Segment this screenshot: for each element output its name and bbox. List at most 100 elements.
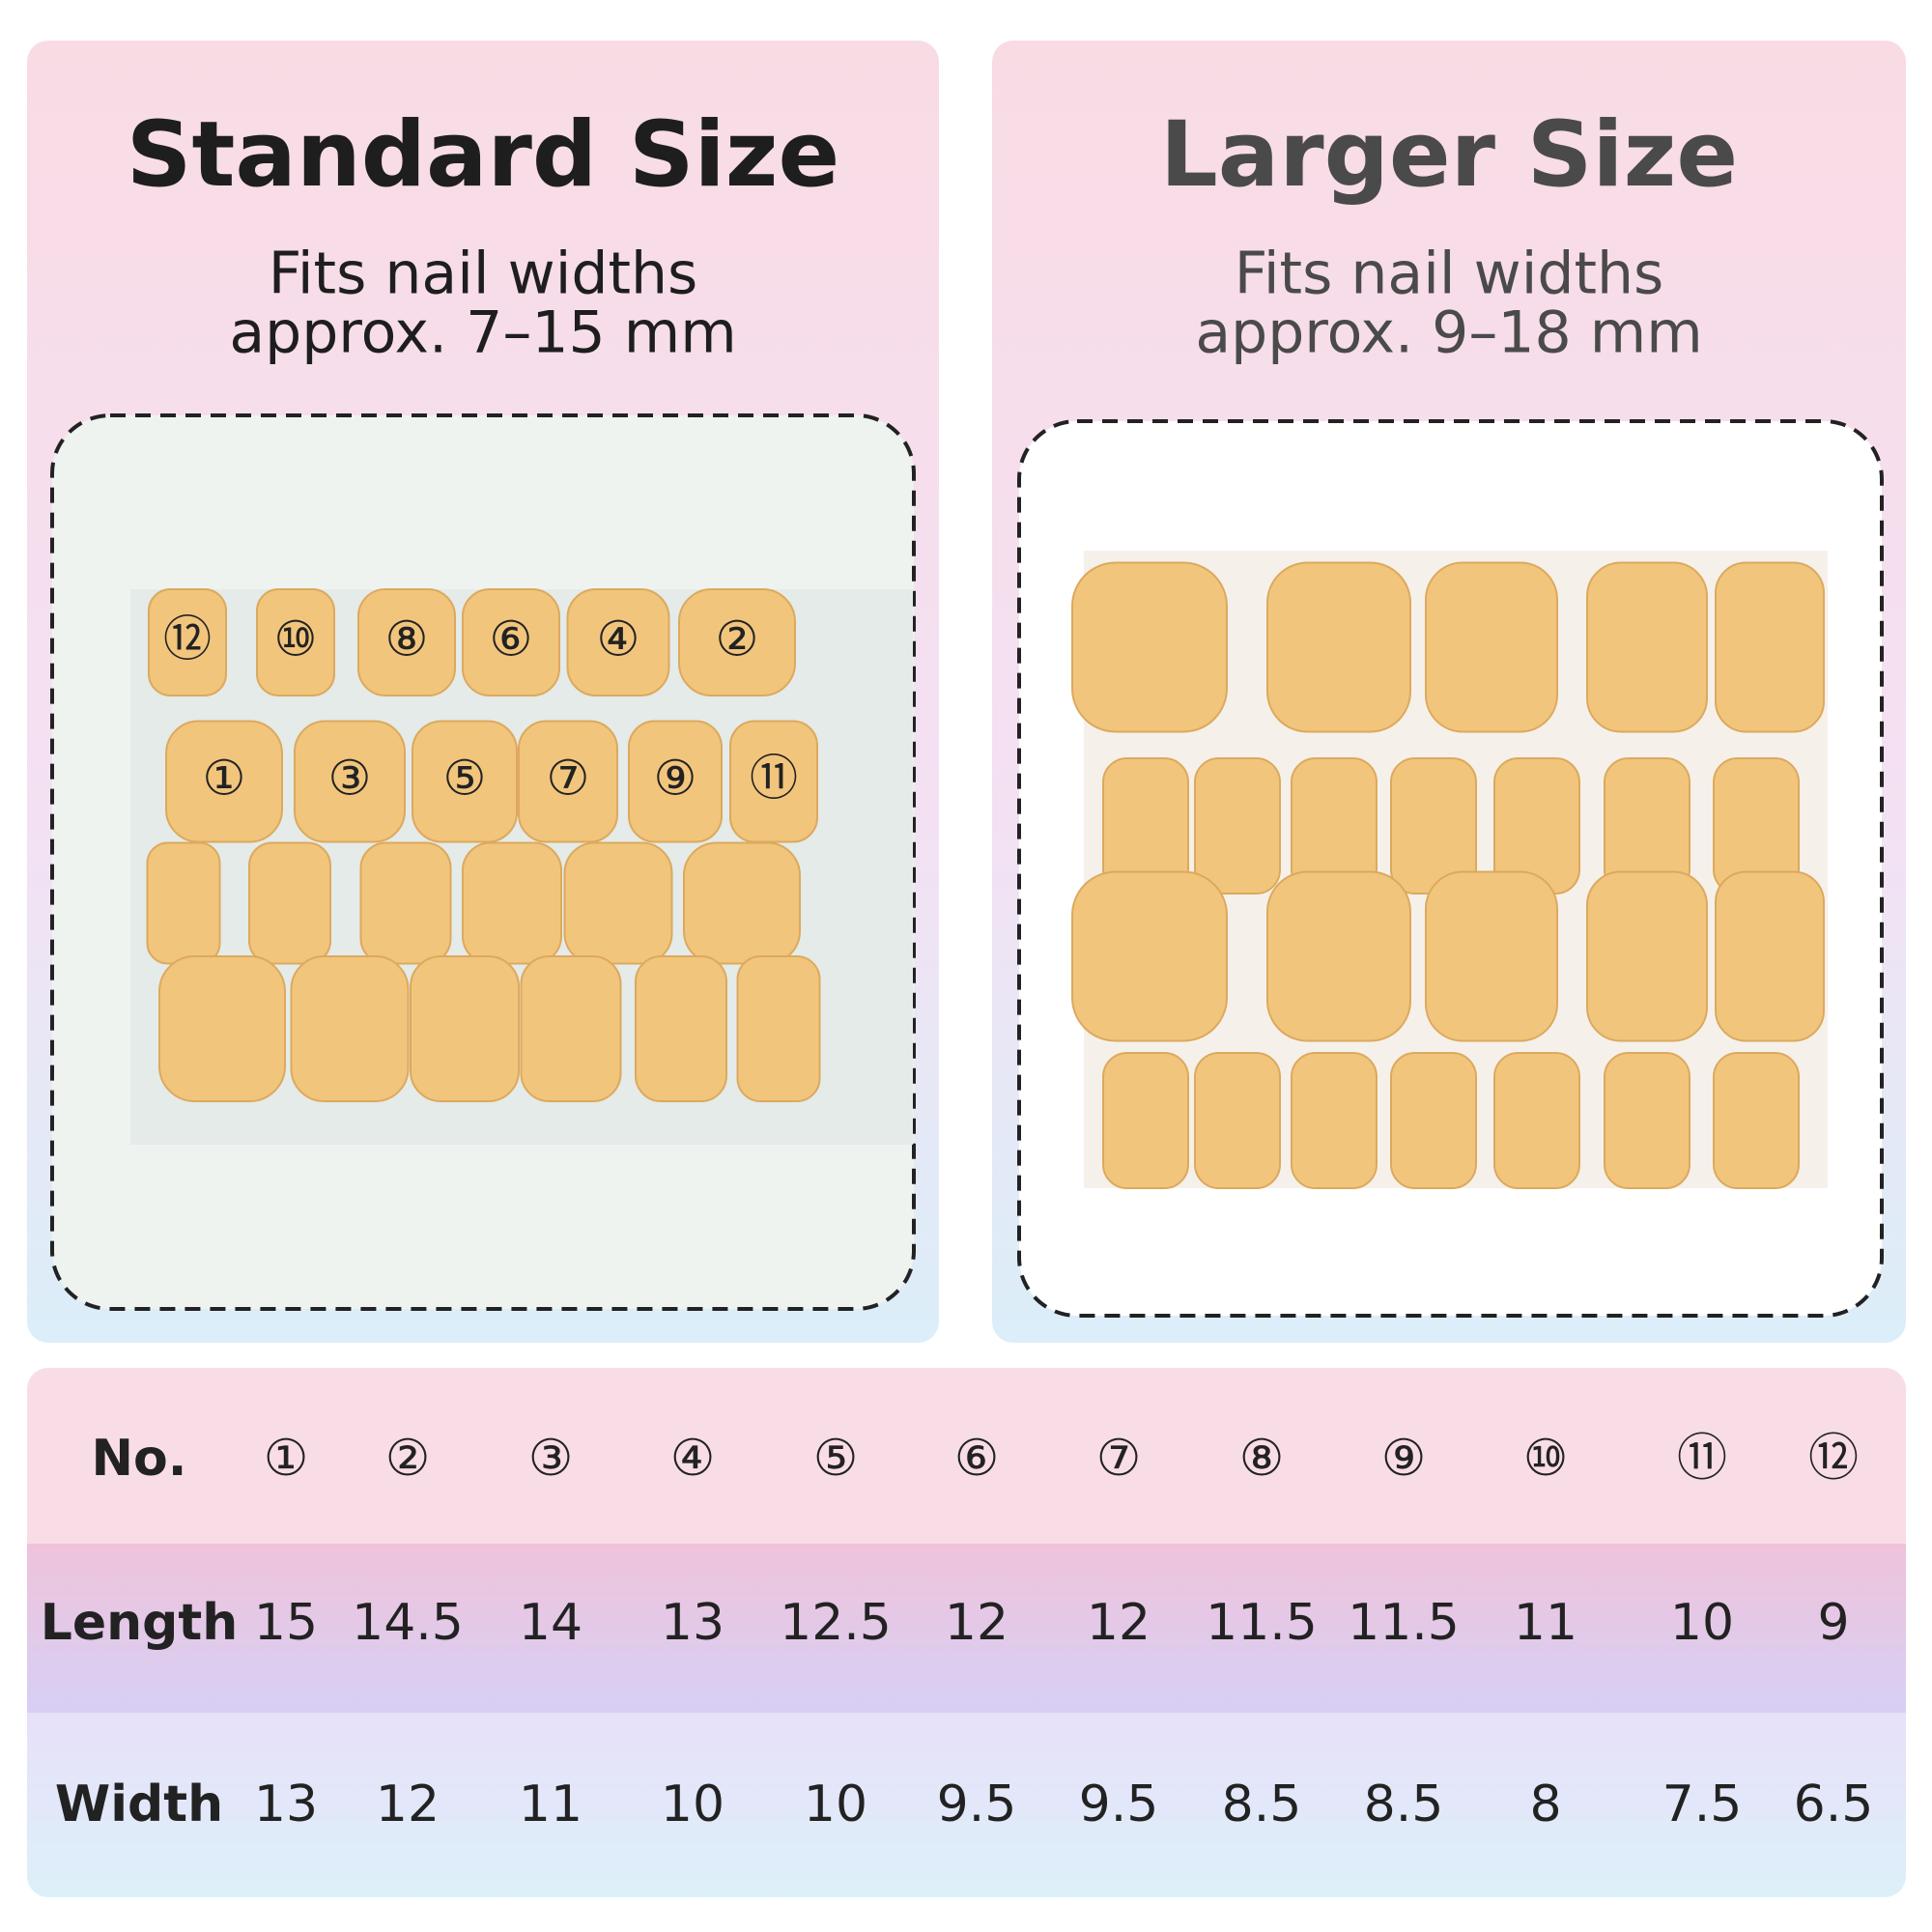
- nail-sticker: [165, 720, 283, 843]
- table-cell: 9.5: [937, 1776, 1017, 1833]
- nail-sticker: [1071, 870, 1228, 1042]
- nail-sticker: [1390, 1052, 1477, 1189]
- nail-sticker: [520, 955, 622, 1102]
- nail-sticker: [462, 588, 560, 696]
- table-cell: 12: [945, 1594, 1009, 1652]
- table-cell: ⑩: [1523, 1430, 1569, 1488]
- nail-sticker: [1713, 1052, 1800, 1189]
- photo-label: ⑥: [490, 611, 533, 668]
- nail-sticker: [729, 720, 818, 843]
- table-cell: ⑥: [954, 1430, 1000, 1488]
- nail-sticker: [678, 588, 796, 696]
- photo-label: ④: [597, 611, 640, 668]
- panel-title: Standard Size: [127, 102, 839, 208]
- nail-sticker: [563, 841, 673, 965]
- photo-label: ⑦: [547, 751, 590, 807]
- photo-label: ⑪: [750, 751, 798, 807]
- table-cell: ⑫: [1808, 1430, 1859, 1488]
- nail-sticker: [1425, 561, 1558, 733]
- table-row-bg: [27, 1713, 1906, 1897]
- photo-label: ⑫: [163, 611, 212, 668]
- nail-sticker: [635, 955, 727, 1102]
- nail-sticker: [1194, 757, 1281, 895]
- table-cell: 13: [254, 1776, 318, 1833]
- nail-sticker: [1071, 561, 1228, 733]
- nail-sticker: [518, 720, 618, 843]
- table-cell: 11: [519, 1776, 582, 1833]
- table-cell: 14.5: [352, 1594, 464, 1652]
- nail-sticker: [1266, 870, 1411, 1042]
- table-cell: 11.5: [1206, 1594, 1318, 1652]
- panel-subtitle: approx. 9–18 mm: [1195, 299, 1702, 367]
- table-cell: 9: [1817, 1594, 1849, 1652]
- panel-subtitle: Fits nail widths: [269, 241, 698, 308]
- table-cell: ④: [670, 1430, 716, 1488]
- table-row-bg: [27, 1544, 1906, 1713]
- nail-sticker: [566, 588, 670, 696]
- table-text: No. ① ② ③ ④ ⑤ ⑥ ⑦ ⑧ ⑨ ⑩ ⑪ ⑫ Length 15 14.5 14 13 12.5 12 12 1…: [41, 1430, 1874, 1833]
- size-table: [27, 1368, 1906, 1897]
- table-cell: 8.5: [1222, 1776, 1302, 1833]
- table-cell: 12: [376, 1776, 440, 1833]
- row-header: Length: [41, 1594, 239, 1652]
- table-cell: ⑪: [1677, 1430, 1727, 1488]
- nail-sticker: [1425, 870, 1558, 1042]
- table-cell: ②: [385, 1430, 431, 1488]
- table-cell: 12.5: [780, 1594, 892, 1652]
- table-cell: 11.5: [1348, 1594, 1460, 1652]
- row-header: No.: [92, 1430, 187, 1488]
- table-cell: 8: [1529, 1776, 1561, 1833]
- nail-sticker: [146, 841, 221, 965]
- table-cell: 7.5: [1662, 1776, 1743, 1833]
- table-cell: 6.5: [1794, 1776, 1874, 1833]
- photo-label: ⑩: [274, 611, 318, 668]
- table-cell: ③: [528, 1430, 574, 1488]
- table-cell: 14: [519, 1594, 582, 1652]
- nail-sticker: [1586, 870, 1708, 1042]
- table-cell: 10: [661, 1776, 724, 1833]
- nail-sticker: [1291, 1052, 1378, 1189]
- nail-sticker: [294, 720, 406, 843]
- table-cell: ⑧: [1239, 1430, 1285, 1488]
- table-cell: 15: [254, 1594, 318, 1652]
- table-cell: ①: [264, 1430, 309, 1488]
- photo-label: ③: [328, 751, 372, 807]
- nail-sticker: [1266, 561, 1411, 733]
- nail-sticker: [683, 841, 801, 965]
- photo-label: ⑧: [385, 611, 429, 668]
- nail-sticker: [248, 841, 331, 965]
- nail-sticker: [357, 588, 456, 696]
- nail-sticker: [1586, 561, 1708, 733]
- photo-label: ⑤: [443, 751, 487, 807]
- photo-label: ⑨: [654, 751, 697, 807]
- nail-sticker: [410, 955, 520, 1102]
- nail-sticker: [158, 955, 286, 1102]
- nail-sticker: [1102, 1052, 1189, 1189]
- table-cell: 13: [661, 1594, 724, 1652]
- panel-subtitle: Fits nail widths: [1235, 241, 1664, 308]
- photo-label: ①: [203, 751, 246, 807]
- table-cell: 10: [804, 1776, 867, 1833]
- nail-sticker: [1194, 1052, 1281, 1189]
- nail-sticker: [256, 588, 335, 696]
- table-cell: 9.5: [1079, 1776, 1159, 1833]
- nail-sticker: [1604, 1052, 1690, 1189]
- table-row-bg: [27, 1368, 1906, 1544]
- nail-sticker: [148, 588, 227, 696]
- table-cell: 8.5: [1364, 1776, 1444, 1833]
- row-header: Width: [55, 1776, 223, 1833]
- nail-sticker: [1715, 870, 1825, 1042]
- nail-sticker: [628, 720, 723, 843]
- nails: [146, 561, 1825, 1189]
- table-cell: 11: [1514, 1594, 1577, 1652]
- panel-title: Larger Size: [1160, 102, 1738, 208]
- table-cell: 12: [1087, 1594, 1151, 1652]
- table-cell: ⑦: [1096, 1430, 1142, 1488]
- nail-sticker: [462, 841, 562, 965]
- nail-sticker: [1493, 1052, 1580, 1189]
- photo-label: ②: [716, 611, 759, 668]
- panel-subtitle: approx. 7–15 mm: [229, 299, 736, 367]
- table-cell: ⑤: [813, 1430, 859, 1488]
- table-cell: ⑨: [1381, 1430, 1427, 1488]
